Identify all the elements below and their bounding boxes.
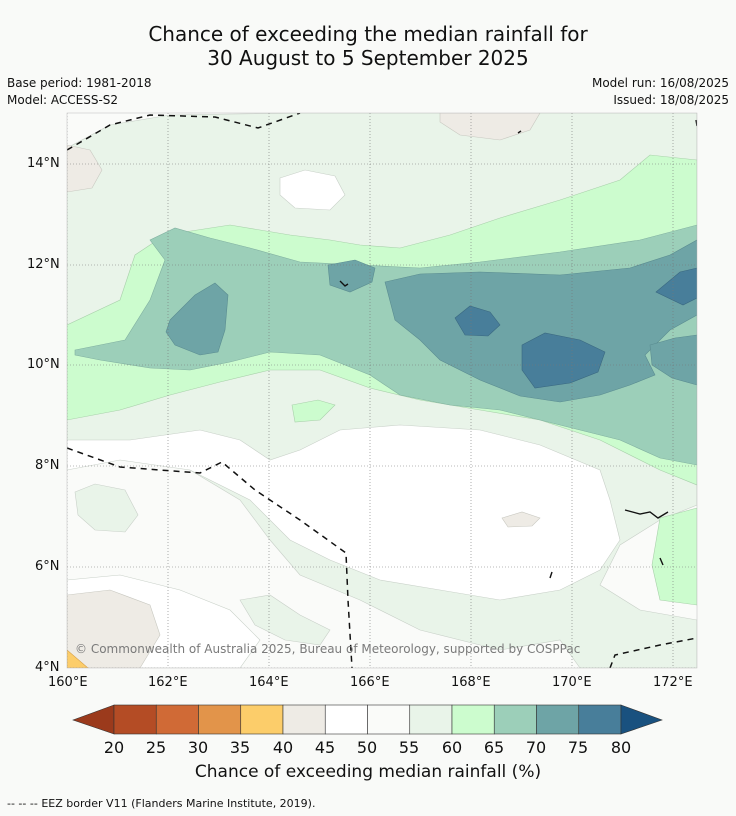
lat-tick: 6°N (35, 559, 60, 574)
eez-legend-symbol: -- -- -- (7, 797, 38, 810)
colorbar-segment (324, 704, 368, 735)
lat-tick: 8°N (35, 458, 60, 473)
lat-tick: 4°N (35, 660, 60, 675)
islands (339, 119, 697, 579)
contour-60-65-patch (291, 399, 336, 423)
meta-right: Model run: 16/08/2025 Issued: 18/08/2025 (592, 75, 729, 109)
copyright-text: © Commonwealth of Australia 2025, Bureau… (75, 642, 580, 656)
contour-70-75-west (165, 282, 229, 356)
colorbar-label: 35 (229, 738, 251, 757)
lat-tick: 12°N (27, 257, 60, 272)
lon-tick: 172°E (653, 675, 693, 690)
colorbar (72, 704, 663, 735)
lat-tick: 10°N (27, 357, 60, 372)
contour-55-60-island (74, 483, 139, 533)
colorbar-label: 60 (441, 738, 463, 757)
lon-tick: 170°E (552, 675, 592, 690)
contour-75-80-a (454, 305, 501, 337)
contour-40-45-center (501, 511, 541, 528)
colorbar-segment (536, 704, 580, 735)
colorbar-segment (451, 704, 495, 735)
model-run: Model run: 16/08/2025 (591, 76, 729, 90)
lon-tick: 160°E (48, 675, 88, 690)
gridlines (67, 113, 697, 668)
colorbar-label: 45 (314, 738, 336, 757)
eez-legend-text: EEZ border V11 (Flanders Marine Institut… (41, 797, 316, 810)
colorbar-segment (198, 704, 242, 735)
colorbar-label: 40 (272, 738, 294, 757)
meta-left: Base period: 1981-2018 Model: ACCESS-S2 (7, 75, 152, 109)
lat-tick: 14°N (27, 156, 60, 171)
contour-55-60-south (239, 594, 331, 646)
colorbar-segment (282, 704, 326, 735)
footer-legend: -- -- -- EEZ border V11 (Flanders Marine… (7, 797, 315, 810)
colorbar-label: 80 (610, 738, 632, 757)
title-line-2: 30 August to 5 September 2025 (207, 46, 529, 70)
colorbar-label: 75 (567, 738, 589, 757)
contour-60-65-east (651, 507, 697, 606)
map-title: Chance of exceeding the median rainfall … (0, 22, 736, 70)
colorbar-label: 30 (187, 738, 209, 757)
issued-date: Issued: 18/08/2025 (613, 93, 729, 107)
eez-border (67, 113, 697, 668)
map-frame (66, 112, 698, 669)
contour-75-80-c (655, 267, 697, 306)
colorbar-label: 25 (145, 738, 167, 757)
colorbar-title: Chance of exceeding median rainfall (%) (194, 762, 542, 782)
contour-40-45-nw (67, 144, 103, 193)
contour-35-40-corner (67, 649, 89, 668)
model-name: Model: ACCESS-S2 (7, 93, 119, 107)
map-plot-area: © Commonwealth of Australia 2025, Bureau… (67, 113, 697, 668)
contour-40-45-n (439, 113, 541, 141)
colorbar-label: 20 (103, 738, 125, 757)
colorbar-segment (113, 704, 157, 735)
colorbar-segment (240, 704, 284, 735)
colorbar-label: 55 (398, 738, 420, 757)
contour-40-45-sw (67, 589, 161, 668)
lon-tick: 164°E (249, 675, 289, 690)
colorbar-segment (409, 704, 453, 735)
contour-50-55-a (279, 169, 346, 211)
colorbar-label: 70 (525, 738, 547, 757)
lon-tick: 162°E (148, 675, 188, 690)
colorbar-segment (367, 704, 411, 735)
base-period: Base period: 1981-2018 (7, 76, 152, 90)
colorbar-segment (578, 704, 622, 735)
colorbar-segment (155, 704, 199, 735)
lon-tick: 168°E (451, 675, 491, 690)
contour-75-80-b (521, 332, 606, 389)
colorbar-label: 50 (356, 738, 378, 757)
colorbar-under (72, 704, 115, 735)
contour-70-75-north (327, 259, 376, 293)
lon-tick: 166°E (350, 675, 390, 690)
contour-50-55-b (67, 424, 621, 601)
colorbar-over (620, 704, 663, 735)
colorbar-label: 65 (483, 738, 505, 757)
title-line-1: Chance of exceeding the median rainfall … (148, 22, 588, 46)
colorbar-segment (493, 704, 537, 735)
